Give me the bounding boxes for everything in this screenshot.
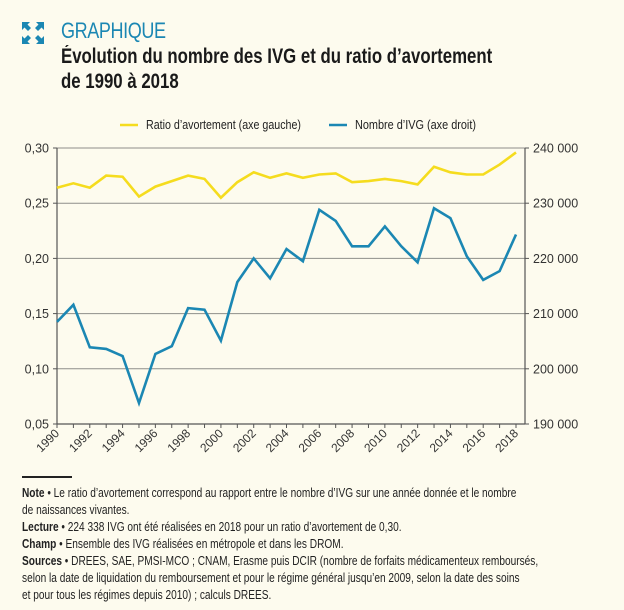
right-axis-ticks: 190 000 200 000 210 000 220 000 230 000 240 0… bbox=[525, 142, 578, 432]
x-tick-label: 2018 bbox=[492, 426, 521, 455]
notes-divider bbox=[22, 476, 72, 478]
x-tick-label: 2012 bbox=[394, 426, 423, 455]
right-tick-label: 220 000 bbox=[533, 252, 578, 266]
sources-line-cont: et pour tous les régimes depuis 2010) ; … bbox=[22, 588, 272, 602]
champ-line: Champ • Ensemble des IVG réalisées en mé… bbox=[22, 537, 344, 551]
line-chart: Ratio d’avortement (axe gauche) Nombre d… bbox=[25, 118, 579, 455]
axes bbox=[56, 148, 526, 425]
x-tick-label: 2000 bbox=[197, 426, 226, 455]
chart-title: Évolution du nombre des IVG et du ratio … bbox=[61, 44, 573, 94]
x-tick-label: 2008 bbox=[328, 426, 357, 455]
left-axis-ticks: 0,05 0,10 0,15 0,20 0,25 0,30 bbox=[25, 142, 57, 432]
lecture-line: Lecture • 224 338 IVG ont été réalisées … bbox=[22, 520, 402, 534]
series-line-ivg bbox=[56, 206, 518, 408]
x-tick-label: 2002 bbox=[230, 426, 259, 455]
series-lines bbox=[56, 151, 518, 408]
legend-label-ratio: Ratio d’avortement (axe gauche) bbox=[146, 118, 301, 132]
right-tick-label: 200 000 bbox=[533, 362, 578, 376]
x-tick-label: 1996 bbox=[132, 426, 161, 455]
gridlines bbox=[57, 147, 525, 370]
left-tick-label: 0,30 bbox=[25, 142, 49, 156]
series-line-ratio bbox=[56, 151, 517, 200]
legend: Ratio d’avortement (axe gauche) Nombre d… bbox=[120, 118, 476, 132]
x-tick-label: 2010 bbox=[361, 426, 390, 455]
legend-label-ivg: Nombre d’IVG (axe droit) bbox=[355, 118, 476, 132]
x-tick-label: 2004 bbox=[263, 426, 292, 455]
note-line: Note • Le ratio d’avortement correspond … bbox=[22, 486, 517, 500]
left-tick-label: 0,20 bbox=[25, 252, 49, 266]
chart-title-line-2: de 1990 à 2018 bbox=[61, 70, 179, 93]
chart-title-line-1: Évolution du nombre des IVG et du ratio … bbox=[61, 45, 493, 68]
left-tick-label: 0,10 bbox=[25, 362, 49, 376]
left-tick-label: 0,05 bbox=[25, 418, 49, 432]
sources-line: Sources • DREES, SAE, PMSI-MCO ; CNAM, E… bbox=[22, 554, 539, 568]
x-tick-label: 2014 bbox=[427, 426, 456, 455]
section-kicker: GRAPHIQUE bbox=[61, 18, 166, 43]
right-tick-label: 230 000 bbox=[533, 197, 578, 211]
notes: Note • Le ratio d’avortement correspond … bbox=[22, 485, 621, 604]
x-tick-label: 1998 bbox=[164, 426, 193, 455]
right-tick-label: 240 000 bbox=[533, 142, 578, 156]
x-tick-label: 1992 bbox=[66, 426, 95, 455]
right-tick-label: 190 000 bbox=[533, 418, 578, 432]
x-tick-label: 2016 bbox=[460, 426, 489, 455]
x-axis-ticks: 1990 1992 1994 1996 1998 2000 2002 2004 2006 2008… bbox=[33, 424, 521, 455]
x-tick-label: 1994 bbox=[99, 426, 128, 455]
right-tick-label: 210 000 bbox=[533, 307, 578, 321]
expand-arrows-icon[interactable] bbox=[22, 22, 44, 44]
x-tick-label: 2006 bbox=[296, 426, 325, 455]
note-line-cont: de naissances vivantes. bbox=[22, 503, 130, 517]
sources-line-cont: selon la date de liquidation du rembours… bbox=[22, 571, 520, 585]
left-tick-label: 0,25 bbox=[25, 197, 49, 211]
left-tick-label: 0,15 bbox=[25, 307, 49, 321]
